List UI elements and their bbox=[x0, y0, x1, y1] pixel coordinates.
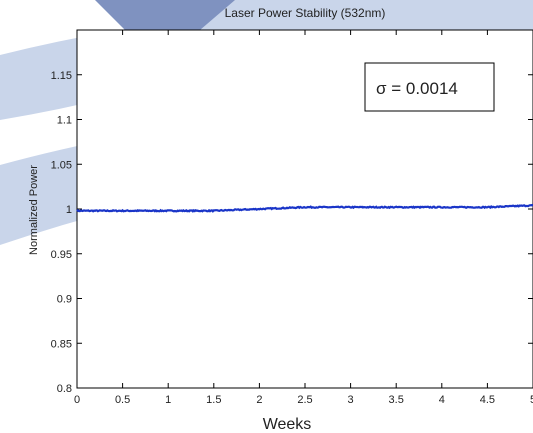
x-tick-label: 0.5 bbox=[115, 394, 130, 406]
x-tick-label: 3 bbox=[348, 394, 354, 406]
y-tick-label: 1.1 bbox=[57, 115, 72, 127]
y-tick-label: 1 bbox=[66, 204, 72, 216]
x-tick-label: 4 bbox=[439, 394, 445, 406]
x-tick-label: 2.5 bbox=[297, 394, 312, 406]
y-tick-label: 0.85 bbox=[51, 338, 72, 350]
y-tick-label: 0.9 bbox=[57, 294, 72, 306]
y-tick-label: 1.05 bbox=[51, 159, 72, 171]
x-tick-label: 5 bbox=[530, 394, 533, 406]
y-tick-labels: 0.8 0.85 0.9 0.95 1 1.05 1.1 1.15 bbox=[51, 70, 72, 395]
background-band-dark bbox=[95, 0, 235, 55]
chart-title: Laser Power Stability (532nm) bbox=[225, 6, 386, 20]
y-tick-label: 0.8 bbox=[57, 383, 72, 395]
x-tick-label: 1.5 bbox=[206, 394, 221, 406]
y-tick-label: 1.15 bbox=[51, 70, 72, 82]
x-tick-label: 4.5 bbox=[480, 394, 495, 406]
sigma-annotation-box bbox=[364, 62, 495, 112]
series-line-normalized-power bbox=[76, 203, 533, 213]
axis-ticks bbox=[76, 30, 533, 389]
x-tick-label: 2 bbox=[256, 394, 262, 406]
x-tick-label: 0 bbox=[74, 394, 80, 406]
x-tick-label: 3.5 bbox=[389, 394, 404, 406]
x-tick-label: 1 bbox=[165, 394, 171, 406]
y-axis-label: Normalized Power bbox=[28, 165, 40, 255]
sigma-annotation: σ = 0.0014 bbox=[364, 62, 495, 112]
sigma-annotation-text: σ = 0.0014 bbox=[376, 79, 458, 98]
y-tick-label: 0.95 bbox=[51, 249, 72, 261]
x-axis-label: Weeks bbox=[263, 416, 312, 433]
x-tick-labels: 0 0.5 1 1.5 2 2.5 3 3.5 4 4.5 5 bbox=[74, 394, 533, 406]
